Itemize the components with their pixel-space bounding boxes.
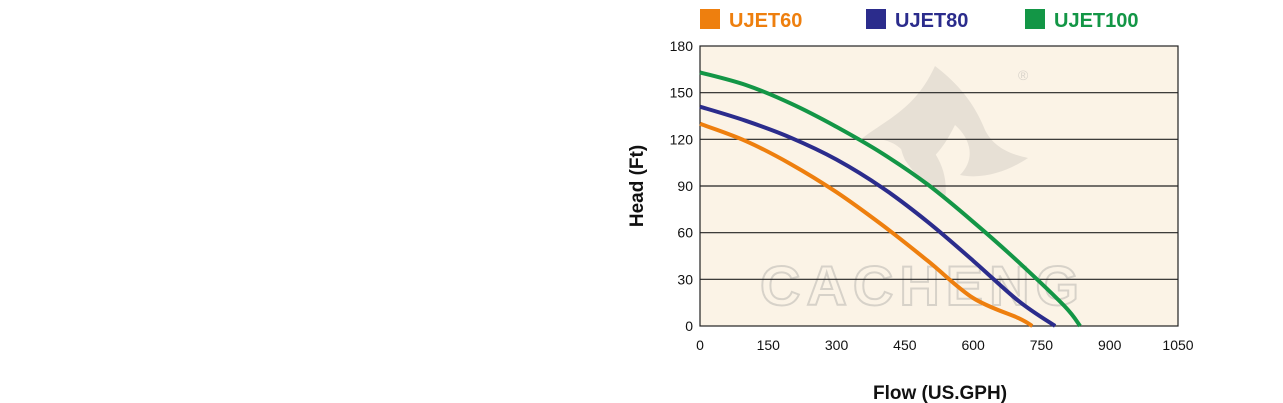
x-tick-label: 900 bbox=[1098, 337, 1122, 353]
series-line-ujet80 bbox=[699, 104, 1057, 328]
y-axis-label: Head (Ft) bbox=[627, 145, 648, 227]
watermark-registered-mark: ® bbox=[1018, 67, 1029, 83]
y-tick-label: 0 bbox=[685, 318, 693, 334]
x-tick-label: 600 bbox=[961, 337, 985, 353]
watermark-drop-icon bbox=[899, 120, 946, 200]
x-tick-label: 750 bbox=[1030, 337, 1054, 353]
x-tick-label: 0 bbox=[696, 337, 704, 353]
y-tick-label: 120 bbox=[670, 131, 694, 147]
axis-ticks: 0 30 60 90 120 150 180 0 150 300 450 600 750 900 1050 bbox=[670, 38, 1194, 353]
watermark-swirl-icon bbox=[860, 66, 1028, 177]
watermark-text: CACHENG bbox=[760, 254, 1085, 317]
x-tick-label: 450 bbox=[893, 337, 917, 353]
legend-label-ujet80: UJET80 bbox=[895, 10, 968, 32]
x-tick-label: 1050 bbox=[1162, 337, 1193, 353]
x-tick-label: 150 bbox=[757, 337, 781, 353]
y-tick-label: 90 bbox=[677, 178, 693, 194]
x-axis-label: Flow (US.GPH) bbox=[873, 383, 1007, 403]
legend-label-ujet100: UJET100 bbox=[1054, 10, 1139, 32]
watermark-logo bbox=[860, 66, 1028, 200]
y-tick-label: 180 bbox=[670, 38, 694, 54]
series-line-ujet60 bbox=[699, 121, 1034, 328]
y-tick-label: 30 bbox=[677, 271, 693, 287]
y-tick-label: 150 bbox=[670, 85, 694, 101]
legend-swatch-ujet80 bbox=[866, 9, 886, 29]
y-tick-label: 60 bbox=[677, 225, 693, 241]
series-lines bbox=[699, 70, 1082, 328]
series-line-ujet100 bbox=[699, 70, 1082, 328]
x-tick-label: 300 bbox=[825, 337, 849, 353]
legend-swatch-ujet100 bbox=[1025, 9, 1045, 29]
legend-swatch-ujet60 bbox=[700, 9, 720, 29]
legend: UJET60 UJET80 UJET100 bbox=[700, 9, 1139, 32]
legend-label-ujet60: UJET60 bbox=[729, 10, 802, 32]
